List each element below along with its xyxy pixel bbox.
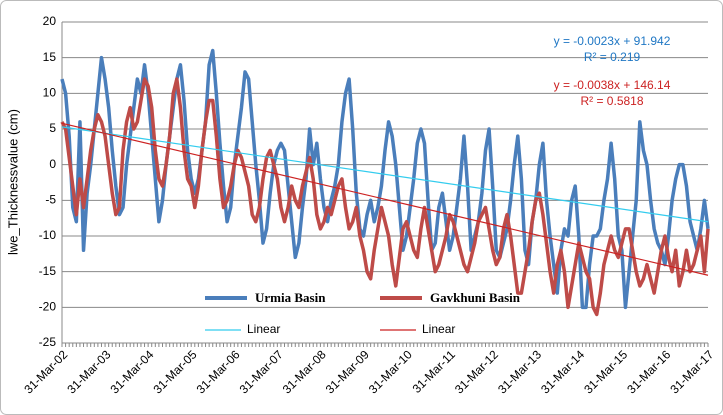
legend-label: Linear [247,322,280,336]
y-tick-label: -20 [39,300,57,314]
trend-line [61,122,709,276]
legend-label: Gavkhuni Basin [430,290,521,305]
trend-r-squared: R² = 0.219 [584,50,641,64]
y-tick-label: 10 [43,86,57,100]
series-line [60,77,710,317]
trend-equation: y = -0.0023x + 91.942 [554,34,671,48]
y-tick-label: -25 [39,335,57,349]
y-tick-label: -10 [39,228,57,242]
y-axis-label: lwe_Thicknessvalue (cm) [5,109,20,255]
y-tick-label: -15 [39,264,57,278]
y-tick-label: 0 [49,157,56,171]
y-tick-label: 5 [49,121,56,135]
y-tick-label: 15 [43,50,57,64]
trend-line [61,126,709,223]
y-tick-label: -5 [45,193,56,207]
trend-equation: y = -0.0038x + 146.14 [554,78,671,92]
y-tick-label: 20 [43,14,57,28]
legend-label: Linear [422,322,455,336]
trend-r-squared: R² = 0.5818 [580,94,643,108]
legend-label: Urmia Basin [255,290,326,305]
